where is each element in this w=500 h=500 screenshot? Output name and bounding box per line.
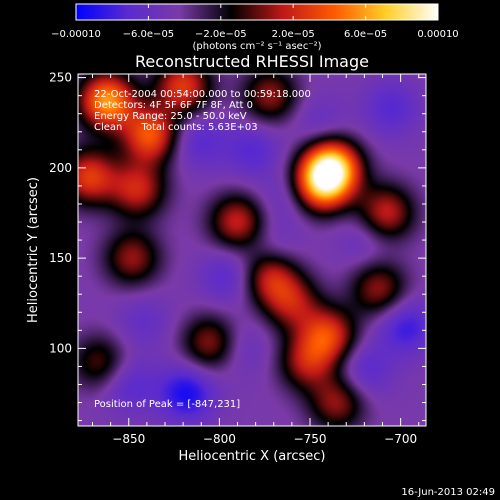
y-tick-label-0: 100 [49, 341, 72, 355]
annotation-total-counts: Clean Total counts: 5.63E+03 [94, 122, 258, 133]
annotation-time-range: 22-Oct-2004 00:54:00.000 to 00:59:18.000 [94, 89, 311, 100]
colorbar-unit-label: (photons cm⁻² s⁻¹ asec⁻²) [192, 41, 321, 52]
heatmap-image [78, 74, 426, 426]
colorbar-tick-label-1: −6.0e−05 [123, 29, 175, 40]
x-tick-label-0: −850 [112, 432, 145, 446]
axis-ticks: −850 −800 −750 −700 100 150 200 250 [49, 71, 426, 446]
x-tick-label-1: −800 [203, 432, 236, 446]
y-axis-label: Heliocentric Y (arcsec) [26, 177, 41, 323]
render-timestamp: 16-Jun-2013 02:49 [401, 487, 495, 498]
colorbar-tick-label-5: 0.00010 [417, 29, 458, 40]
plot-frame [77, 73, 427, 427]
x-tick-label-2: −750 [294, 432, 327, 446]
y-tick-label-2: 200 [49, 161, 72, 175]
colorbar-tick-label-0: −0.00010 [51, 29, 101, 40]
colorbar-ticks: −0.00010 −6.0e−05 −2.0e−05 2.0e−05 6.0e−05 0.… [51, 4, 459, 40]
colorbar [75, 3, 439, 21]
colorbar-tick-label-2: −2.0e−05 [195, 29, 247, 40]
x-axis-label: Heliocentric X (arcsec) [179, 449, 326, 464]
annotation-energy-range: Energy Range: 25.0 - 50.0 keV [94, 111, 247, 122]
chart-title: Reconstructed RHESSI Image [135, 52, 369, 71]
colorbar-tick-label-4: 6.0e−05 [344, 29, 387, 40]
annotation-detectors: Detectors: 4F 5F 6F 7F 8F, Att 0 [94, 100, 253, 111]
heatmap-raster [78, 74, 426, 426]
peak-position-label: Position of Peak = [-847,231] [94, 399, 240, 410]
y-tick-label-1: 150 [49, 251, 72, 265]
colorbar-tick-label-3: 2.0e−05 [272, 29, 315, 40]
info-annotations: 22-Oct-2004 00:54:00.000 to 00:59:18.000… [94, 89, 311, 133]
y-tick-label-3: 250 [49, 71, 72, 85]
x-tick-label-3: −700 [384, 432, 417, 446]
